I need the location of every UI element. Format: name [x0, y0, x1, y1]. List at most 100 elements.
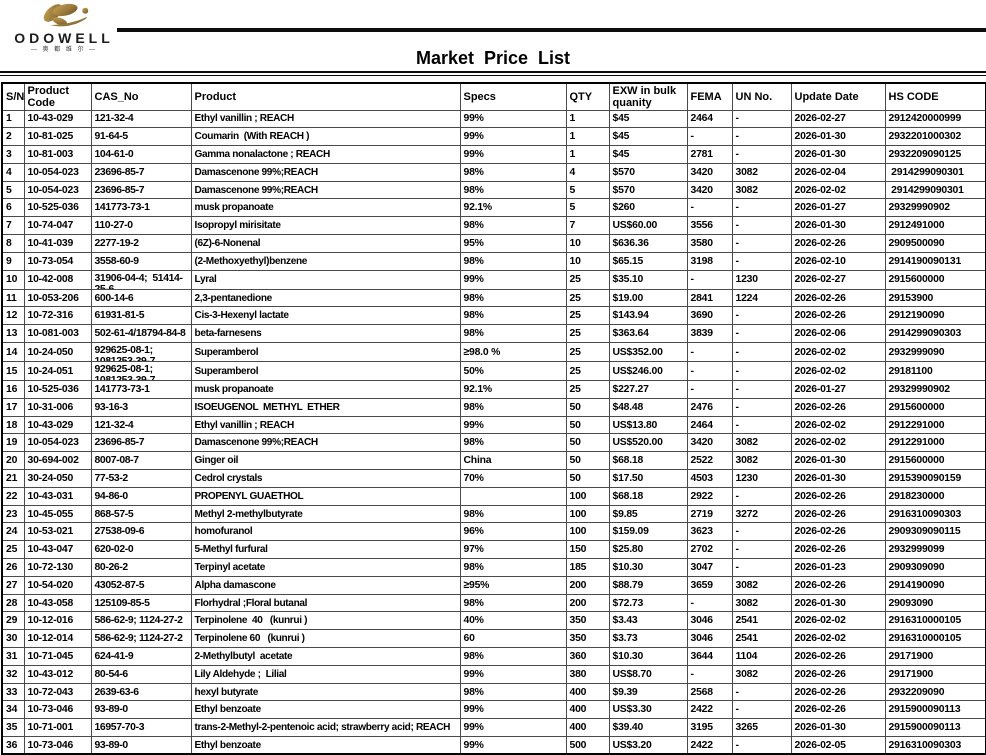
- cell-code: 10-74-047: [23, 216, 92, 236]
- cell-product: PROPENYL GUAETHOL: [190, 486, 461, 506]
- cell-product: ISOEUGENOL METHYL ETHER: [190, 397, 461, 417]
- cell-un: 3082: [731, 433, 792, 453]
- cell-specs: 50%: [459, 361, 567, 382]
- cell-hs: 29171900: [884, 664, 986, 684]
- cell-date: 2026-02-02: [790, 433, 886, 453]
- cell-specs: 60: [459, 629, 567, 649]
- cell-fema: 2719: [686, 504, 733, 524]
- cell-hs: 2914190090: [884, 575, 986, 595]
- cell-sn: 19: [1, 433, 25, 453]
- cell-fema: 2922: [686, 486, 733, 506]
- cell-hs: 2916310000105: [884, 629, 986, 649]
- table-row: 27 10-54-020 43052-87-5 Alpha damascone …: [1, 575, 986, 595]
- cell-un: 3082: [731, 664, 792, 684]
- cell-cas: 27538-09-6: [90, 522, 192, 542]
- cell-hs: 2912291000: [884, 415, 986, 435]
- cell-fema: 3047: [686, 558, 733, 577]
- col-header-price: EXW in bulk quanity: [608, 82, 688, 111]
- cell-code: 10-43-012: [23, 664, 92, 684]
- cell-specs: 98%: [459, 397, 567, 417]
- cell-fema: 2422: [686, 700, 733, 720]
- cell-date: 2026-01-30: [790, 469, 886, 488]
- cell-product: Superamberol: [190, 342, 461, 363]
- cell-sn: 16: [1, 380, 25, 399]
- cell-hs: 2918230000: [884, 486, 986, 506]
- cell-date: 2026-02-26: [790, 234, 886, 253]
- table-row: 4 10-054-023 23696-85-7 Damascenone 99%;…: [1, 162, 986, 182]
- cell-specs: 98%: [459, 180, 567, 200]
- table-row: 33 10-72-043 2639-63-6 hexyl butyrate 98…: [1, 682, 986, 702]
- cell-qty: 25: [565, 342, 610, 363]
- cell-price: $45: [608, 127, 688, 147]
- cell-product: Damascenone 99%;REACH: [190, 162, 461, 182]
- cell-specs: China: [459, 451, 567, 471]
- cell-specs: 99%: [459, 269, 567, 290]
- cell-sn: 14: [1, 342, 25, 363]
- cell-date: 2026-01-30: [790, 127, 886, 147]
- cell-code: 10-43-029: [23, 109, 92, 129]
- cell-price: $25.80: [608, 540, 688, 560]
- cell-qty: 50: [565, 397, 610, 417]
- cell-fema: 3046: [686, 629, 733, 649]
- cell-code: 10-72-130: [23, 558, 92, 577]
- cell-date: 2026-01-23: [790, 558, 886, 577]
- cell-price: $48.48: [608, 397, 688, 417]
- cell-price: $143.94: [608, 306, 688, 326]
- cell-fema: -: [686, 593, 733, 613]
- table-row: 29 10-12-016 586-62-9; 1124-27-2 Terpino…: [1, 611, 986, 631]
- cell-price: $227.27: [608, 380, 688, 399]
- cell-un: 3082: [731, 593, 792, 613]
- cell-product: Damascenone 99%;REACH: [190, 180, 461, 200]
- cell-date: 2026-01-30: [790, 451, 886, 471]
- cell-sn: 21: [1, 469, 25, 488]
- cell-price: $68.18: [608, 486, 688, 506]
- cell-code: 10-81-025: [23, 127, 92, 147]
- cell-sn: 17: [1, 397, 25, 417]
- cell-fema: -: [686, 380, 733, 399]
- cell-date: 2026-02-26: [790, 700, 886, 720]
- table-row: 35 10-71-001 16957-70-3 trans-2-Methyl-2…: [1, 718, 986, 737]
- cell-date: 2026-02-26: [790, 522, 886, 542]
- cell-sn: 31: [1, 647, 25, 666]
- cell-hs: 29153900: [884, 288, 986, 308]
- cell-cas: 620-02-0: [90, 540, 192, 560]
- cell-un: 2541: [731, 611, 792, 631]
- table-row: 22 10-43-031 94-86-0 PROPENYL GUAETHOL 1…: [1, 486, 986, 506]
- cell-qty: 25: [565, 306, 610, 326]
- table-row: 1 10-43-029 121-32-4 Ethyl vanillin ; RE…: [1, 109, 986, 129]
- cell-specs: 98%: [459, 251, 567, 271]
- table-row: 3 10-81-003 104-61-0 Gamma nonalactone ;…: [1, 145, 986, 164]
- cell-hs: 2915900090113: [884, 700, 986, 720]
- cell-un: 1104: [731, 647, 792, 666]
- cell-specs: 95%: [459, 234, 567, 253]
- table-row: 14 10-24-050 929625-08-1;1081253-39-7 Su…: [1, 342, 986, 363]
- cell-specs: ≥98.0 %: [459, 342, 567, 363]
- cell-qty: 50: [565, 433, 610, 453]
- cell-code: 10-054-023: [23, 433, 92, 453]
- cell-hs: 2916310090303: [884, 736, 986, 755]
- cell-qty: 1: [565, 127, 610, 147]
- cell-qty: 380: [565, 664, 610, 684]
- cell-product: Terpinyl acetate: [190, 558, 461, 577]
- cell-fema: 2781: [686, 145, 733, 164]
- col-header-hs: HS CODE: [884, 82, 986, 111]
- cell-fema: 2702: [686, 540, 733, 560]
- cell-date: 2026-02-26: [790, 647, 886, 666]
- cell-date: 2026-02-27: [790, 269, 886, 290]
- cell-un: 3082: [731, 162, 792, 182]
- table-body: 1 10-43-029 121-32-4 Ethyl vanillin ; RE…: [1, 109, 986, 755]
- cell-un: 3082: [731, 180, 792, 200]
- table-row: 5 10-054-023 23696-85-7 Damascenone 99%;…: [1, 180, 986, 200]
- cell-cas: 502-61-4/18794-84-8: [90, 324, 192, 344]
- cell-fema: -: [686, 198, 733, 218]
- cell-cas: 2639-63-6: [90, 682, 192, 702]
- cell-code: 10-45-055: [23, 504, 92, 524]
- cell-cas: 23696-85-7: [90, 162, 192, 182]
- cell-date: 2026-02-02: [790, 342, 886, 363]
- cell-qty: 5: [565, 180, 610, 200]
- cell-cas: 31906-04-4; 51414-25-6: [90, 269, 192, 290]
- cell-price: US$3.20: [608, 736, 688, 755]
- cell-hs: 2914299090301: [884, 162, 986, 182]
- cell-fema: 3046: [686, 611, 733, 631]
- cell-hs: 2932209090: [884, 682, 986, 702]
